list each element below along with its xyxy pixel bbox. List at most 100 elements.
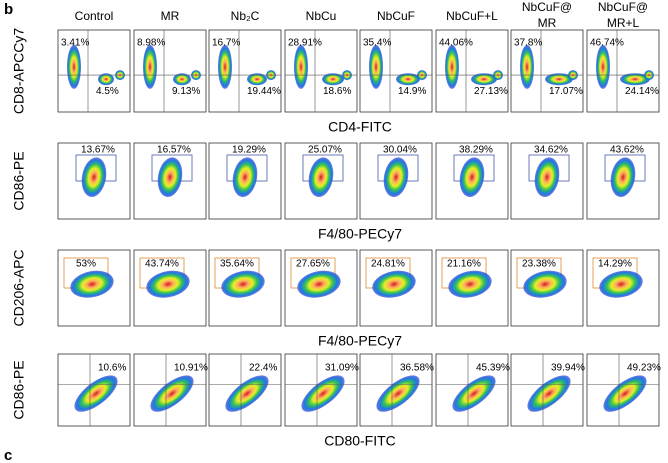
density-blob — [599, 270, 643, 298]
density-blob — [322, 73, 344, 86]
density-blob — [98, 73, 114, 86]
flow-plot: 53% — [57, 249, 131, 327]
panel-label: b — [4, 1, 13, 18]
density-blob — [445, 44, 459, 89]
flow-plot: 49.23% — [586, 353, 661, 427]
column-header: NbCuF@ — [522, 0, 572, 14]
x-axis-label: F4/80-PECy7 — [318, 226, 402, 242]
plot-frame — [359, 353, 433, 427]
quadrant-percent: 46.74% — [590, 38, 624, 49]
flow-plot: 10.91% — [133, 353, 208, 427]
density-blob — [383, 157, 409, 198]
flow-plot: 44.06% 27.13% — [435, 29, 509, 113]
density-blob — [157, 157, 183, 198]
flow-plot: 39.94% — [510, 353, 585, 427]
y-axis-label: CD206-APC — [11, 249, 27, 326]
density-blob — [534, 157, 560, 198]
quadrant-percent: 31.09% — [325, 363, 359, 374]
density-blob — [396, 73, 420, 86]
column-header: Nb₂C — [231, 9, 260, 23]
quadrant-percent: 36.58% — [400, 363, 434, 374]
quadrant-percent: 28.91% — [288, 38, 322, 49]
density-blob — [67, 44, 81, 89]
quadrant-percent: 49.23% — [627, 363, 661, 374]
quadrant-percent: 14.9% — [398, 86, 426, 97]
flow-plot: 43.74% — [133, 249, 207, 327]
flow-plot: 46.74% 24.14% — [586, 29, 660, 113]
density-blob — [520, 44, 534, 89]
density-blob — [369, 44, 383, 89]
column-header: MR+L — [607, 16, 640, 30]
gate-percent: 16.57% — [157, 145, 191, 156]
density-blob — [448, 270, 492, 298]
gate-percent: 34.62% — [534, 145, 568, 156]
density-blob — [232, 157, 258, 198]
gate-percent: 19.29% — [232, 145, 266, 156]
quadrant-percent: 27.13% — [474, 86, 508, 97]
column-header: MR — [538, 16, 557, 30]
gate-percent: 43.74% — [145, 259, 179, 270]
gate-percent: 23.38% — [522, 259, 556, 270]
flow-plot: 3.41% 4.5% — [57, 29, 131, 113]
density-blob — [218, 44, 232, 89]
quadrant-percent: 3.41% — [61, 38, 89, 49]
gate-percent: 38.29% — [459, 145, 493, 156]
flow-plot: 30.04% — [359, 142, 433, 220]
y-axis-label: CD86-PE — [11, 151, 27, 210]
gate-percent: 35.64% — [220, 259, 254, 270]
quadrant-percent: 19.44% — [247, 86, 281, 97]
flow-plot: 22.4% — [208, 353, 282, 427]
density-blob — [545, 73, 573, 86]
x-axis-label: F4/80-PECy7 — [318, 333, 402, 349]
flow-plot: 34.62% — [510, 142, 584, 220]
flow-plot: 35.4% 14.9% — [359, 29, 433, 113]
panel-label: c — [4, 447, 12, 463]
quadrant-percent: 10.6% — [98, 363, 126, 374]
gate-percent: 25.07% — [308, 145, 342, 156]
column-header: NbCuF — [377, 9, 415, 23]
flow-plot: 38.29% — [435, 142, 509, 220]
density-blob — [297, 270, 341, 298]
density-blob — [372, 270, 416, 298]
flow-plot: 21.16% — [435, 249, 509, 327]
density-blob — [81, 157, 107, 198]
quadrant-percent: 17.07% — [549, 86, 583, 97]
y-axis-label: CD8-APCCy7 — [11, 28, 27, 115]
flow-plot: 10.6% — [57, 353, 131, 427]
quadrant-percent: 9.13% — [172, 86, 200, 97]
quadrant-percent: 16.7% — [212, 38, 240, 49]
flow-plot: 24.81% — [359, 249, 433, 327]
flow-plot: 14.29% — [586, 249, 660, 327]
flow-plot: 36.58% — [359, 353, 434, 427]
density-blob — [221, 270, 265, 298]
quadrant-percent: 24.14% — [625, 86, 659, 97]
x-axis-label: CD80-FITC — [324, 433, 396, 449]
column-header: MR — [161, 9, 180, 23]
flow-plot: 8.98% 9.13% — [133, 29, 207, 113]
quadrant-percent: 45.39% — [476, 363, 510, 374]
quadrant-percent: 37.8% — [514, 38, 542, 49]
gate-percent: 53% — [76, 259, 96, 270]
density-blob — [620, 73, 650, 86]
flow-plot: 28.91% 18.6% — [284, 29, 358, 113]
density-blob — [308, 157, 334, 198]
density-blob — [247, 73, 267, 86]
quadrant-percent: 35.4% — [363, 38, 391, 49]
quadrant-percent: 8.98% — [137, 38, 165, 49]
flow-plot: 25.07% — [284, 142, 358, 220]
density-blob — [459, 157, 485, 198]
density-blob — [173, 73, 191, 86]
gate-percent: 27.65% — [296, 259, 330, 270]
gate-percent: 43.62% — [610, 145, 644, 156]
density-blob — [610, 157, 636, 198]
column-header: NbCuF@ — [598, 0, 648, 14]
flow-plot: 37.8% 17.07% — [510, 29, 584, 113]
quadrant-percent: 4.5% — [96, 86, 119, 97]
gate-percent: 24.81% — [371, 259, 405, 270]
flow-plot: 45.39% — [435, 353, 510, 427]
density-blob — [596, 44, 610, 89]
flow-plot: 23.38% — [510, 249, 584, 327]
flow-plot: 35.64% — [208, 249, 282, 327]
quadrant-percent: 18.6% — [323, 86, 351, 97]
